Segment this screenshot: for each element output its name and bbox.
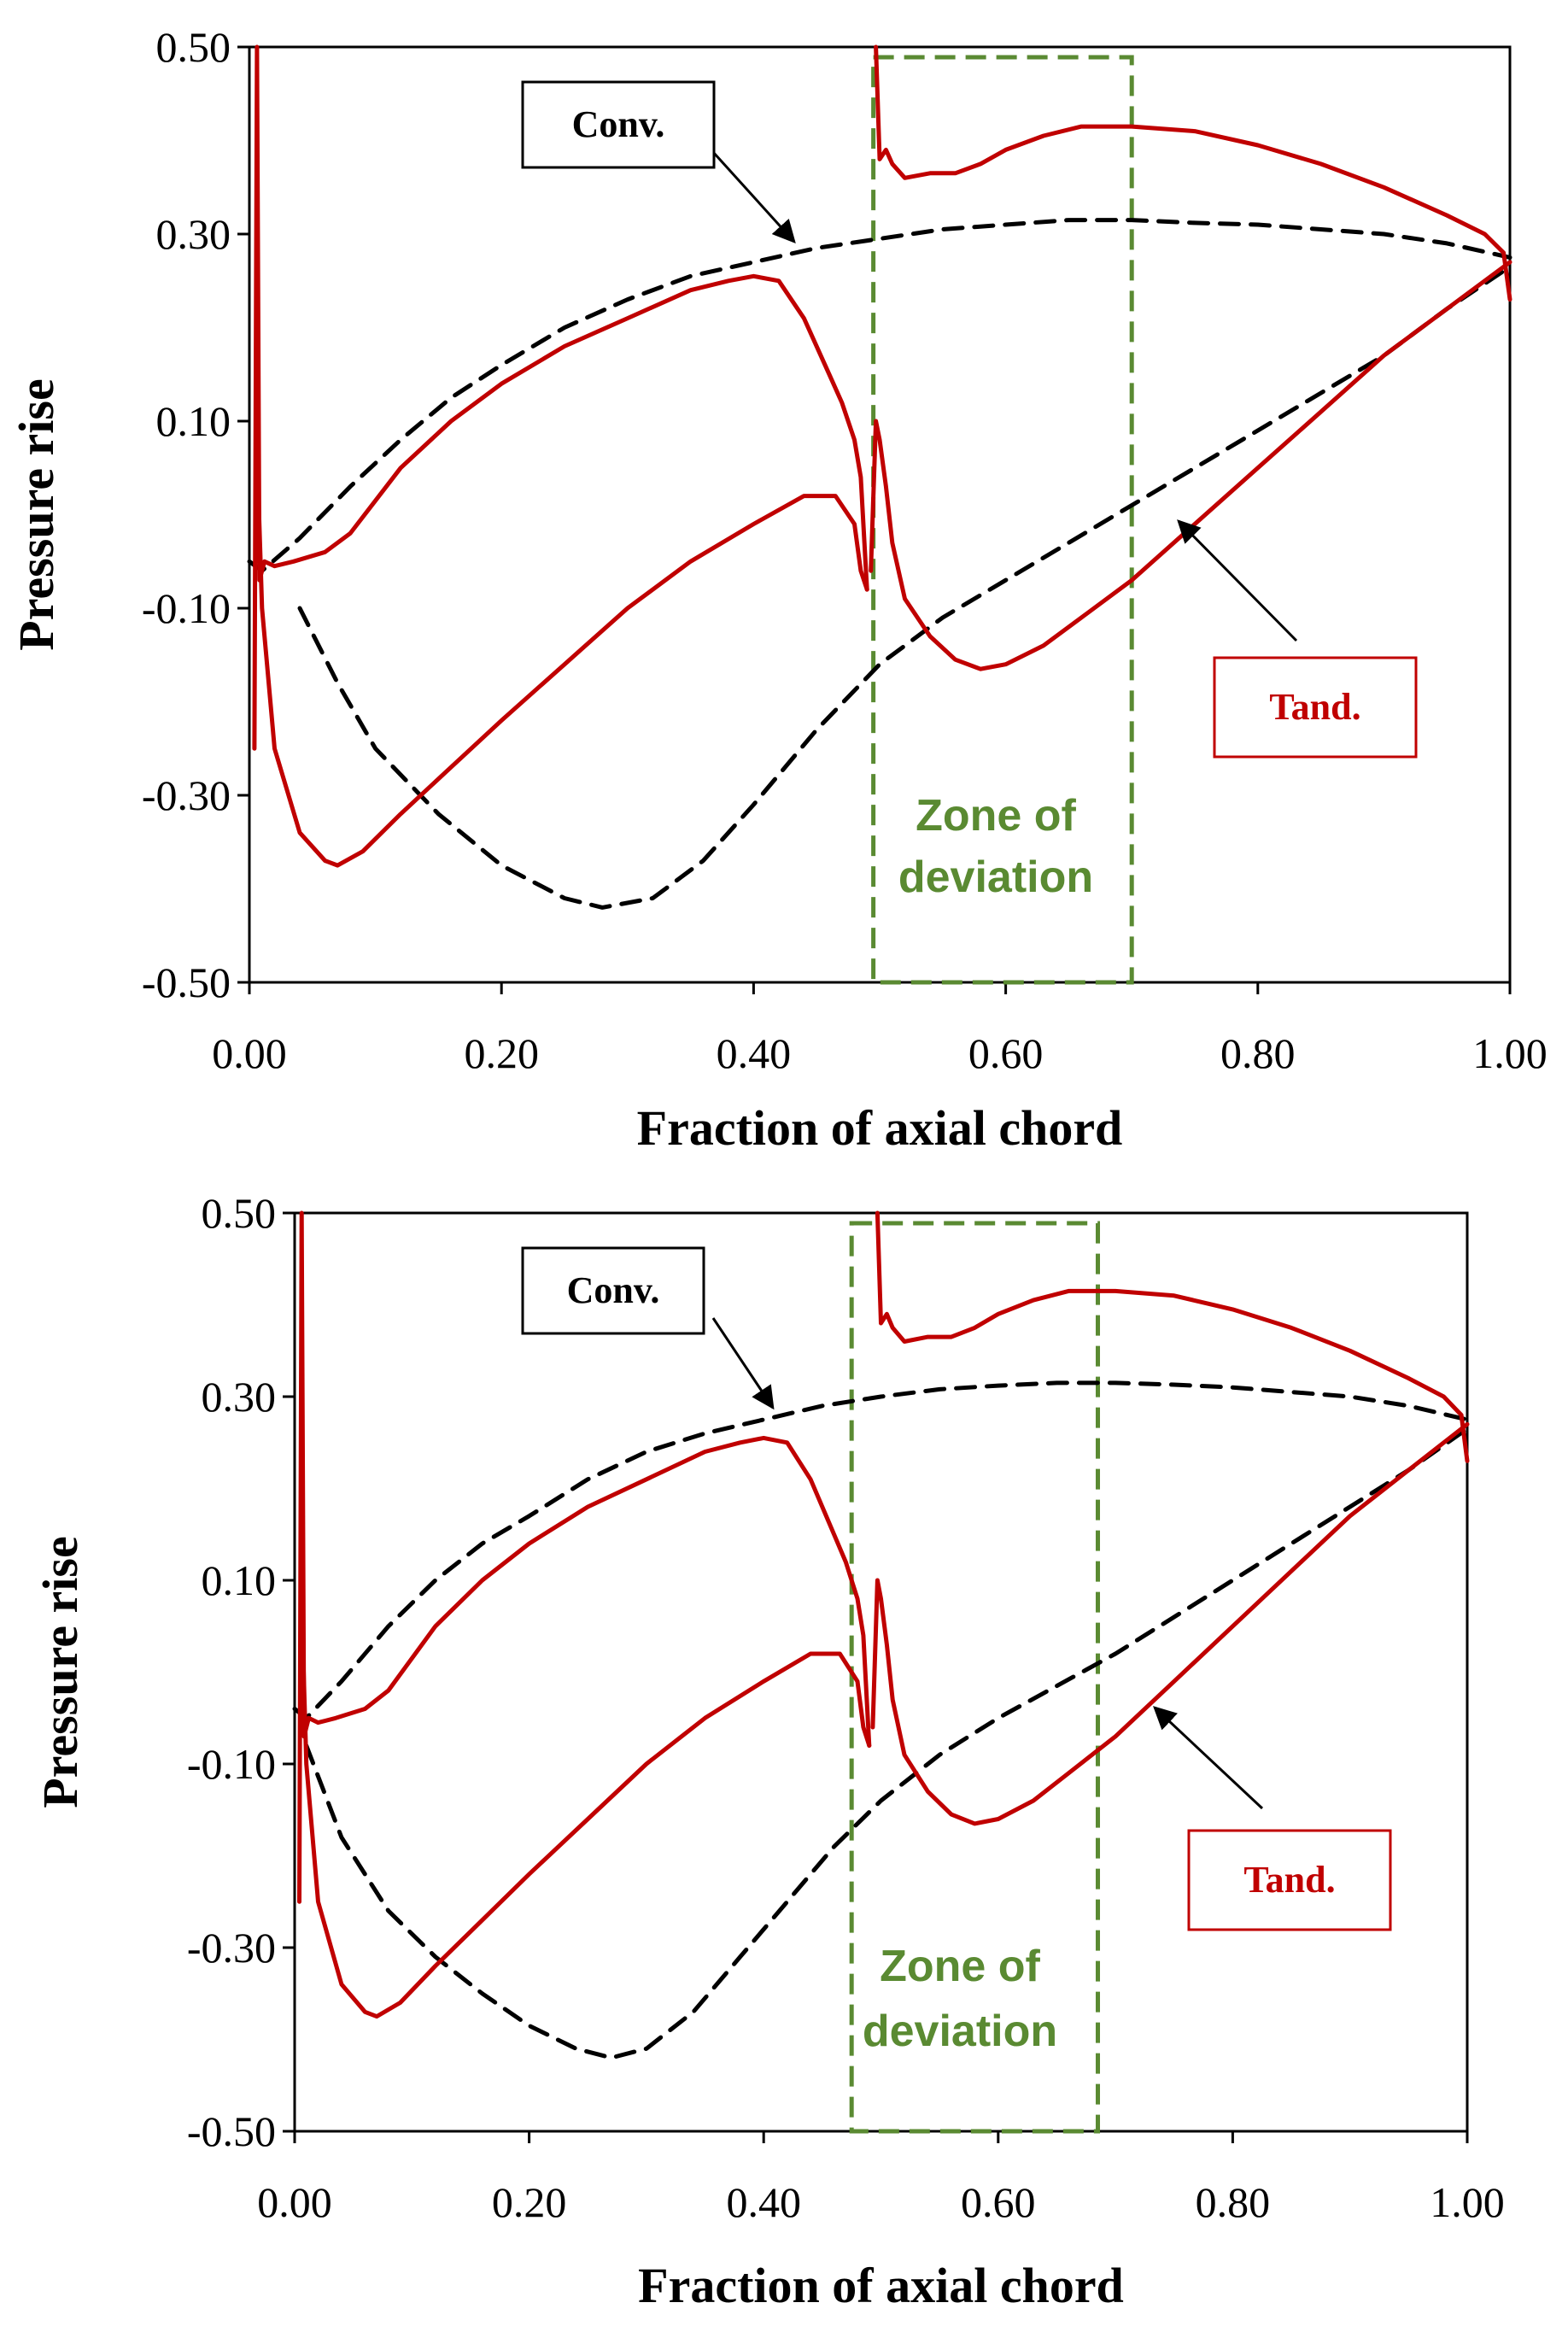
conv-arrow xyxy=(711,150,796,244)
chart-panel-top: -0.50 -0.30 -0.10 0.10 0.30 0.50 0.00 0.20 0.40 0… xyxy=(9,23,1548,1156)
x-axis-title: Fraction of axial chord xyxy=(637,1100,1123,1156)
tand-label: Tand. xyxy=(1243,1859,1335,1901)
y-tick-label: 0.50 xyxy=(202,1189,277,1237)
chart-panel-bottom: -0.50 -0.30 -0.10 0.10 0.30 0.50 0.00 0.20 0.40 0… xyxy=(0,1166,1568,2332)
x-tick-label: 0.80 xyxy=(1196,2178,1271,2226)
x-tick-label: 0.60 xyxy=(961,2178,1036,2226)
x-tick-label: 0.60 xyxy=(968,1029,1044,1077)
zone-label-line2: deviation xyxy=(863,2007,1057,2056)
y-tick-label: 0.30 xyxy=(202,1373,277,1421)
series-line-tand-front-blade-suction-side xyxy=(252,44,869,751)
zone-label-line1: Zone of xyxy=(916,791,1076,841)
conv-label-box xyxy=(521,1246,705,1335)
y-axis-title: Pressure rise xyxy=(9,378,64,650)
y-tick-label: 0.10 xyxy=(156,397,231,445)
x-tick-label: 0.20 xyxy=(464,1029,539,1077)
tand-label-box xyxy=(1213,656,1418,759)
zone-label-line1: Zone of xyxy=(880,1942,1040,1991)
series-line-conv-pressure-side xyxy=(304,1427,1470,2060)
series-line-tand-rear-blade-suction-side xyxy=(874,44,1512,302)
conv-arrow xyxy=(711,1317,775,1410)
x-tick-label: 0.20 xyxy=(492,2178,567,2226)
y-tick-label: 0.10 xyxy=(202,1556,277,1604)
conv-label-box xyxy=(521,80,716,169)
tand-label-box xyxy=(1187,1829,1392,1931)
x-tick-label: 1.00 xyxy=(1472,1029,1548,1077)
conv-label: Conv. xyxy=(572,103,665,145)
tand-arrow xyxy=(1153,1706,1264,1810)
series-line-tand-rear-blade-pressure-side xyxy=(869,260,1512,671)
series-line-tand-rear-blade-suction-side xyxy=(875,1210,1470,1463)
zone-label-line2: deviation xyxy=(898,853,1093,902)
x-tick-label: 0.80 xyxy=(1220,1029,1296,1077)
series-line-conv-suction-side xyxy=(292,1380,1470,1720)
tand-arrow xyxy=(1177,519,1298,642)
series-line-tand-front-blade-pressure-side xyxy=(255,484,869,868)
y-tick-label: -0.50 xyxy=(142,958,231,1006)
plot-frame xyxy=(248,45,1512,984)
series-line-conv-pressure-side xyxy=(297,264,1512,910)
tand-label: Tand. xyxy=(1269,686,1360,728)
series-line-tand-rear-blade-pressure-side xyxy=(870,1421,1470,1826)
y-tick-label: 0.50 xyxy=(156,23,231,71)
x-tick-label: 1.00 xyxy=(1430,2178,1505,2226)
x-tick-label: 0.00 xyxy=(257,2178,332,2226)
zone-of-deviation-box xyxy=(871,55,1134,985)
y-tick-label: 0.30 xyxy=(156,210,231,258)
x-axis-title: Fraction of axial chord xyxy=(638,2258,1124,2313)
x-tick-label: 0.40 xyxy=(726,2178,801,2226)
series-line-tand-front-blade-pressure-side xyxy=(301,1642,872,2019)
chart-svg-top: -0.50 -0.30 -0.10 0.10 0.30 0.50 0.00 0.20 0.40 0… xyxy=(9,23,1548,1156)
series-line-conv-suction-side xyxy=(247,218,1512,573)
x-tick-label: 0.00 xyxy=(212,1029,287,1077)
conv-label: Conv. xyxy=(567,1269,660,1311)
y-tick-label: -0.30 xyxy=(187,1924,276,1972)
plot-frame xyxy=(293,1211,1469,2133)
series-line-tand-front-blade-suction-side xyxy=(297,1210,872,1904)
zone-of-deviation-box xyxy=(849,1221,1101,2134)
y-tick-label: -0.10 xyxy=(187,1740,276,1788)
y-tick-label: -0.30 xyxy=(142,771,231,819)
y-tick-label: -0.50 xyxy=(187,2107,276,2155)
y-axis-title: Pressure rise xyxy=(32,1536,88,1808)
x-tick-label: 0.40 xyxy=(717,1029,792,1077)
chart-svg-bottom: -0.50 -0.30 -0.10 0.10 0.30 0.50 0.00 0.20 0.40 0… xyxy=(32,1189,1505,2313)
y-tick-label: -0.10 xyxy=(142,584,231,632)
